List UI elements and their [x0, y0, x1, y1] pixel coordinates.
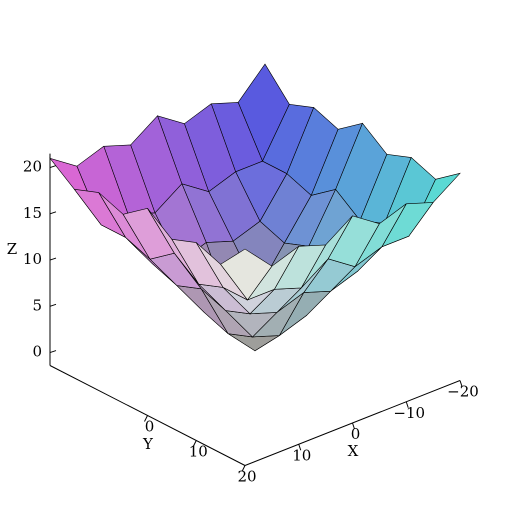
- y-tick: [144, 415, 148, 422]
- z-tick: [49, 303, 57, 307]
- z-tick-label: 10: [23, 250, 42, 268]
- x-tick: [298, 444, 302, 451]
- x-tick: [352, 422, 355, 430]
- y-tick: [241, 465, 246, 472]
- x-tick-label: −10: [393, 404, 425, 422]
- z-tick: [49, 165, 57, 169]
- z-tick: [49, 257, 57, 261]
- x-axis-label: X: [348, 442, 359, 460]
- y-axis-label: Y: [142, 435, 154, 453]
- z-tick: [49, 211, 57, 215]
- y-tick: [192, 440, 197, 447]
- z-tick: [49, 350, 57, 354]
- surface-cell: [220, 248, 273, 301]
- z-tick-label: 15: [23, 204, 42, 222]
- z-tick-label: 5: [32, 296, 42, 314]
- x-tick: [405, 401, 409, 408]
- y-tick-label: 0: [145, 418, 155, 436]
- y-tick-label: 10: [189, 443, 208, 461]
- x-tick-label: 0: [351, 425, 361, 443]
- x-tick-label: 10: [292, 446, 311, 464]
- x-tick-label: −20: [447, 383, 479, 401]
- y-tick-label: 20: [237, 468, 256, 486]
- z-axis-label: Z: [7, 240, 17, 258]
- z-tick-label: 20: [23, 158, 42, 176]
- x-tick: [459, 380, 463, 387]
- z-tick-label: 0: [32, 343, 42, 361]
